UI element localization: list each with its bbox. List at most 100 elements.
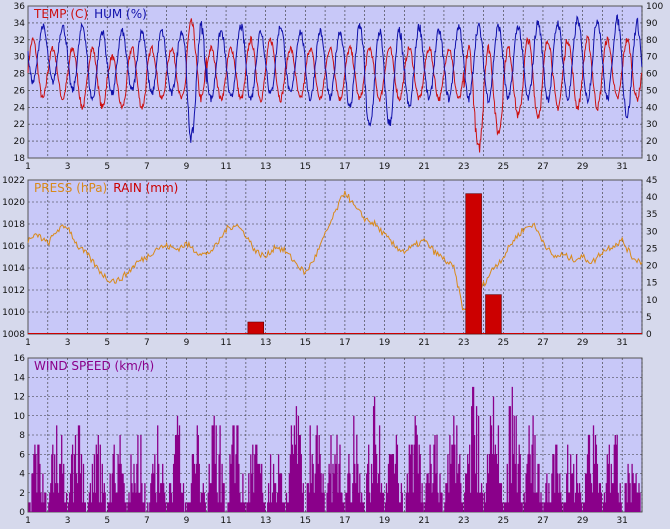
y-tick-label-right: 80 — [646, 36, 658, 46]
y-tick-label-right: 40 — [646, 103, 658, 113]
x-tick-label: 17 — [339, 516, 350, 526]
x-tick-label: 7 — [144, 338, 150, 348]
y-tick-label-left: 18 — [14, 154, 26, 164]
x-tick-label: 7 — [144, 162, 150, 172]
series-line-pressure — [27, 190, 643, 312]
x-tick-label: 29 — [577, 162, 589, 172]
x-tick-label: 29 — [577, 338, 589, 348]
y-tick-label-right: 10 — [646, 296, 658, 306]
chart-title-part-2: HUM (%) — [94, 7, 147, 21]
chart-title-part-1: WIND SPEED (km/h) — [34, 359, 154, 373]
rain-bar — [247, 321, 264, 335]
y-tick-label-right: 40 — [646, 193, 658, 203]
plot-area — [27, 5, 643, 159]
x-tick-label: 15 — [300, 516, 311, 526]
plot-area — [27, 179, 643, 335]
y-tick-label-right: 35 — [646, 210, 657, 220]
y-tick-label-right: 60 — [646, 70, 658, 80]
chart-title-part-1: TEMP (C) — [33, 7, 88, 21]
y-tick-label-left: 10 — [14, 412, 26, 422]
y-tick-label-left: 16 — [14, 354, 26, 364]
x-tick-label: 11 — [220, 516, 231, 526]
y-tick-label-right: 50 — [646, 86, 658, 96]
y-tick-label-left: 2 — [19, 489, 25, 499]
x-tick-label: 25 — [498, 338, 509, 348]
y-tick-label-right: 20 — [646, 137, 658, 147]
y-tick-label-left: 20 — [14, 137, 26, 147]
x-tick-label: 21 — [418, 338, 429, 348]
y-tick-label-left: 24 — [14, 103, 26, 113]
y-tick-label-right: 0 — [646, 330, 652, 340]
y-tick-label-left: 32 — [14, 36, 25, 46]
x-tick-label: 27 — [537, 162, 548, 172]
y-tick-label-left: 6 — [19, 450, 25, 460]
y-tick-label-left: 1014 — [2, 264, 25, 274]
panel-3: 1 3 5 7 9 11 13 15 17 19 21 23 25 27 29 310246810121416… — [14, 354, 643, 526]
series-line-1 — [27, 18, 643, 153]
series-wind-spikes — [28, 386, 641, 512]
x-tick-label: 23 — [458, 162, 469, 172]
y-tick-label-left: 1010 — [2, 308, 25, 318]
x-tick-label: 3 — [65, 162, 71, 172]
y-tick-label-right: 25 — [646, 244, 657, 254]
x-tick-label: 11 — [220, 162, 231, 172]
y-tick-label-left: 1020 — [2, 198, 25, 208]
y-tick-label-left: 4 — [19, 470, 25, 480]
x-tick-label: 11 — [220, 338, 231, 348]
y-tick-label-left: 1012 — [2, 286, 25, 296]
y-tick-label-right: 70 — [646, 53, 658, 63]
y-tick-label-right: 15 — [646, 279, 657, 289]
x-tick-label: 3 — [65, 516, 71, 526]
y-tick-label-right: 10 — [646, 154, 658, 164]
x-tick-label: 5 — [104, 338, 110, 348]
x-tick-label: 9 — [184, 162, 190, 172]
y-tick-label-left: 34 — [14, 19, 26, 29]
x-tick-label: 25 — [498, 516, 509, 526]
x-tick-label: 25 — [498, 162, 509, 172]
y-tick-label-left: 14 — [14, 373, 26, 383]
y-tick-label-left: 0 — [19, 508, 25, 518]
y-tick-label-left: 1018 — [2, 220, 25, 230]
y-tick-label-right: 20 — [646, 262, 658, 272]
x-tick-label: 17 — [339, 162, 350, 172]
x-tick-label: 31 — [616, 338, 627, 348]
y-tick-label-left: 36 — [14, 2, 26, 12]
x-tick-label: 1 — [25, 338, 31, 348]
rain-bar — [465, 193, 482, 335]
y-tick-label-left: 28 — [14, 70, 26, 80]
x-tick-label: 27 — [537, 516, 548, 526]
x-tick-label: 13 — [260, 162, 271, 172]
y-tick-label-left: 30 — [14, 53, 26, 63]
x-tick-label: 17 — [339, 338, 350, 348]
y-tick-label-left: 26 — [14, 86, 26, 96]
x-tick-label: 3 — [65, 338, 71, 348]
x-tick-label: 1 — [25, 516, 31, 526]
x-tick-label: 13 — [260, 516, 271, 526]
x-tick-label: 23 — [458, 516, 469, 526]
x-tick-label: 21 — [418, 516, 429, 526]
y-tick-label-right: 30 — [646, 120, 658, 130]
x-tick-label: 31 — [616, 162, 627, 172]
panel-2: 1 3 5 7 9 11 13 15 17 19 21 23 25 27 29 311008101010121… — [2, 176, 658, 348]
y-tick-label-left: 8 — [19, 431, 25, 441]
y-tick-label-right: 100 — [646, 2, 663, 12]
x-tick-label: 23 — [458, 338, 469, 348]
x-tick-label: 19 — [379, 516, 391, 526]
x-tick-label: 21 — [418, 162, 429, 172]
x-tick-label: 13 — [260, 338, 271, 348]
y-tick-label-right: 5 — [646, 313, 652, 323]
x-tick-label: 1 — [25, 162, 31, 172]
x-tick-label: 15 — [300, 338, 311, 348]
x-tick-label: 7 — [144, 516, 150, 526]
chart-title-part-2: RAIN (mm) — [113, 181, 178, 195]
y-tick-label-left: 1016 — [2, 242, 25, 252]
x-tick-label: 27 — [537, 338, 548, 348]
y-tick-label-right: 90 — [646, 19, 658, 29]
x-tick-label: 15 — [300, 162, 311, 172]
x-tick-label: 5 — [104, 516, 110, 526]
y-tick-label-left: 22 — [14, 120, 25, 130]
x-tick-label: 31 — [616, 516, 627, 526]
panel-1: 1 3 5 7 9 11 13 15 17 19 21 23 25 27 29 311820222426283… — [14, 2, 664, 172]
